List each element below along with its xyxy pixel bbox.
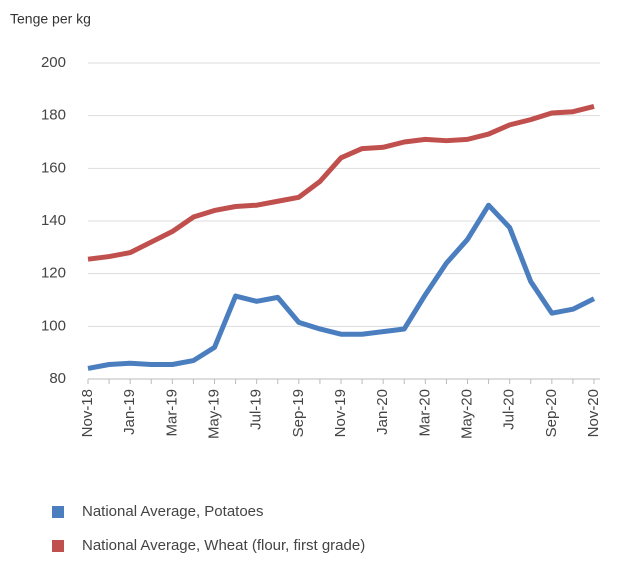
y-tick-label: 200 — [41, 54, 66, 71]
y-tick-label: 140 — [41, 212, 66, 229]
y-axis-title: Tenge per kg — [10, 11, 91, 27]
legend-swatch — [52, 540, 64, 552]
x-tick-label: Jul-20 — [501, 389, 518, 430]
line-series — [87, 104, 595, 262]
x-tick-label: Nov-19 — [332, 389, 349, 437]
x-tick-label: Jan-19 — [121, 389, 138, 435]
x-tick-label: Mar-19 — [163, 389, 180, 437]
y-tick-label: 80 — [49, 370, 66, 387]
x-tick-label: Jul-19 — [248, 389, 265, 430]
y-tick-label: 100 — [41, 317, 66, 334]
x-tick-label: Nov-18 — [79, 389, 96, 437]
legend-swatch — [52, 506, 64, 518]
x-tick-label: Sep-19 — [290, 389, 307, 437]
y-tick-label: 180 — [41, 107, 66, 124]
y-tick-label: 120 — [41, 265, 66, 282]
y-tick-label: 160 — [41, 159, 66, 176]
x-tick-label: Sep-20 — [543, 389, 560, 437]
legend-label: National Average, Wheat (flour, first gr… — [82, 537, 365, 554]
x-tick-label: May-20 — [458, 389, 475, 439]
legend-label: National Average, Potatoes — [82, 503, 264, 520]
x-tick-label: Mar-20 — [416, 389, 433, 437]
line-series — [87, 202, 596, 371]
x-tick-label: Jan-20 — [374, 389, 391, 435]
x-tick-label: Nov-20 — [585, 389, 602, 437]
x-tick-label: May-19 — [205, 389, 222, 439]
